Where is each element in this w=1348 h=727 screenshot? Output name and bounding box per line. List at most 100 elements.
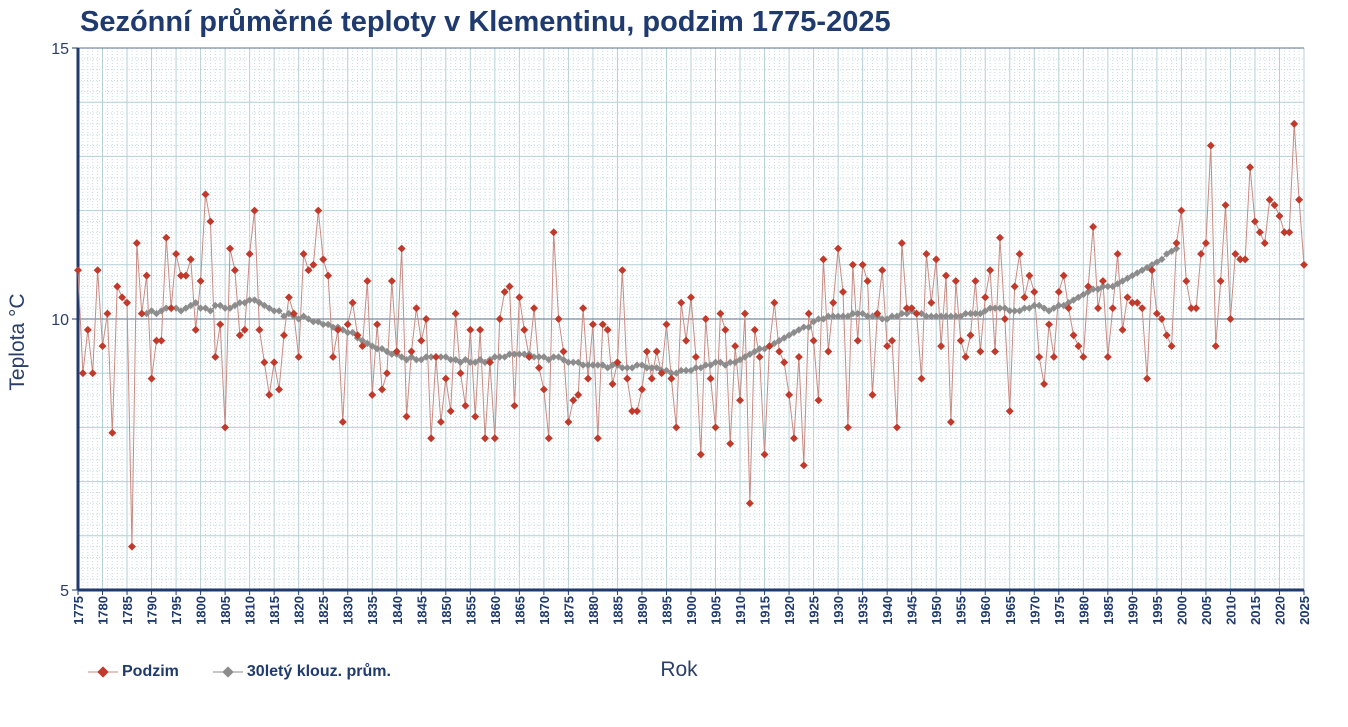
moving-average-point	[461, 355, 470, 364]
moving-average-point	[280, 312, 288, 320]
podzim-point	[696, 450, 705, 459]
podzim-point	[1079, 352, 1088, 361]
podzim-point	[1280, 228, 1289, 237]
podzim-point	[1103, 352, 1112, 361]
y-tick-label: 15	[51, 41, 69, 58]
podzim-point	[387, 277, 396, 286]
x-tick-label: 1970	[1027, 596, 1042, 625]
moving-average-point	[319, 320, 327, 329]
moving-average-point	[378, 345, 386, 353]
podzim-point	[319, 255, 328, 264]
podzim-point	[956, 336, 965, 345]
x-tick-label: 1845	[414, 596, 429, 625]
podzim-point	[853, 336, 862, 345]
podzim-point	[397, 244, 406, 253]
podzim-point	[466, 325, 475, 334]
podzim-point	[1157, 315, 1166, 323]
moving-average-point	[937, 312, 945, 320]
moving-average-point	[932, 312, 940, 320]
x-tick-label: 1830	[341, 596, 356, 625]
podzim-point	[1148, 266, 1156, 275]
podzim-point	[897, 239, 906, 248]
x-tick-label: 1955	[954, 596, 969, 625]
moving-average-point	[623, 364, 631, 372]
moving-average-point	[829, 312, 837, 320]
moving-average-point	[510, 350, 519, 358]
podzim-point	[461, 401, 470, 410]
moving-average-point	[888, 312, 896, 320]
podzim-point	[745, 499, 754, 508]
moving-average-point	[152, 309, 161, 318]
podzim-point	[1143, 374, 1152, 383]
podzim-point	[382, 369, 391, 378]
moving-average-point	[667, 369, 676, 377]
podzim-point	[569, 396, 578, 405]
podzim-point	[471, 412, 480, 421]
moving-average-point	[834, 312, 842, 320]
podzim-point	[799, 461, 808, 470]
podzim-point	[417, 336, 426, 345]
podzim-point	[118, 293, 127, 302]
podzim-point	[436, 418, 445, 426]
moving-average-point	[1079, 290, 1087, 299]
moving-average-point	[942, 312, 950, 320]
podzim-point	[932, 255, 941, 264]
x-tick-label: 1885	[610, 596, 625, 625]
podzim-point	[314, 206, 323, 215]
podzim-point	[652, 347, 661, 356]
moving-average-point	[241, 299, 249, 307]
podzim-point	[289, 309, 298, 318]
podzim-point	[201, 190, 210, 199]
legend-marker-moving-icon	[212, 666, 243, 678]
podzim-point	[1152, 309, 1161, 318]
x-tick-label: 1825	[316, 596, 331, 625]
podzim-point	[304, 266, 313, 275]
podzim-point	[98, 342, 107, 351]
podzim-point	[937, 342, 946, 351]
moving-average-point	[800, 323, 808, 331]
podzim-point	[338, 418, 347, 426]
x-tick-label: 1910	[733, 596, 748, 625]
podzim-point	[348, 298, 357, 307]
x-tick-label: 1815	[267, 596, 282, 625]
moving-average-point	[917, 309, 926, 318]
podzim-point	[1030, 287, 1039, 296]
podzim-point	[623, 374, 632, 383]
podzim-point	[834, 244, 843, 253]
podzim-point	[731, 342, 740, 351]
podzim-point	[740, 309, 749, 318]
podzim-point	[83, 325, 92, 334]
x-tick-label: 1805	[218, 596, 233, 625]
moving-average-point	[819, 315, 828, 323]
moving-average-point	[496, 353, 504, 361]
moving-average-point	[260, 301, 269, 310]
x-tick-label: 2020	[1272, 596, 1287, 625]
podzim-point	[1025, 271, 1034, 280]
moving-average-point	[677, 366, 685, 375]
podzim-point	[647, 374, 656, 383]
moving-average-point	[976, 309, 985, 318]
moving-average-point	[1010, 307, 1019, 315]
podzim-point	[250, 206, 259, 215]
x-tick-label: 1785	[120, 596, 135, 625]
podzim-point	[299, 250, 308, 258]
x-tick-label: 1890	[635, 596, 650, 625]
x-tick-label: 1945	[905, 596, 920, 625]
podzim-point	[981, 293, 990, 302]
moving-average-point	[201, 304, 210, 312]
moving-average-point	[545, 355, 553, 364]
moving-average-point	[961, 309, 970, 318]
podzim-point	[1295, 195, 1304, 204]
moving-average-point	[412, 355, 421, 364]
podzim-point	[324, 271, 333, 280]
podzim-point	[500, 287, 509, 296]
moving-average-point	[255, 299, 264, 307]
moving-average-point	[795, 326, 803, 334]
moving-average-point	[672, 369, 680, 377]
moving-average-point	[270, 307, 278, 315]
moving-average-point	[1167, 247, 1176, 255]
podzim-point	[618, 266, 627, 275]
podzim-point	[677, 298, 686, 307]
podzim-point	[1005, 407, 1014, 416]
moving-average-point	[1148, 261, 1156, 269]
